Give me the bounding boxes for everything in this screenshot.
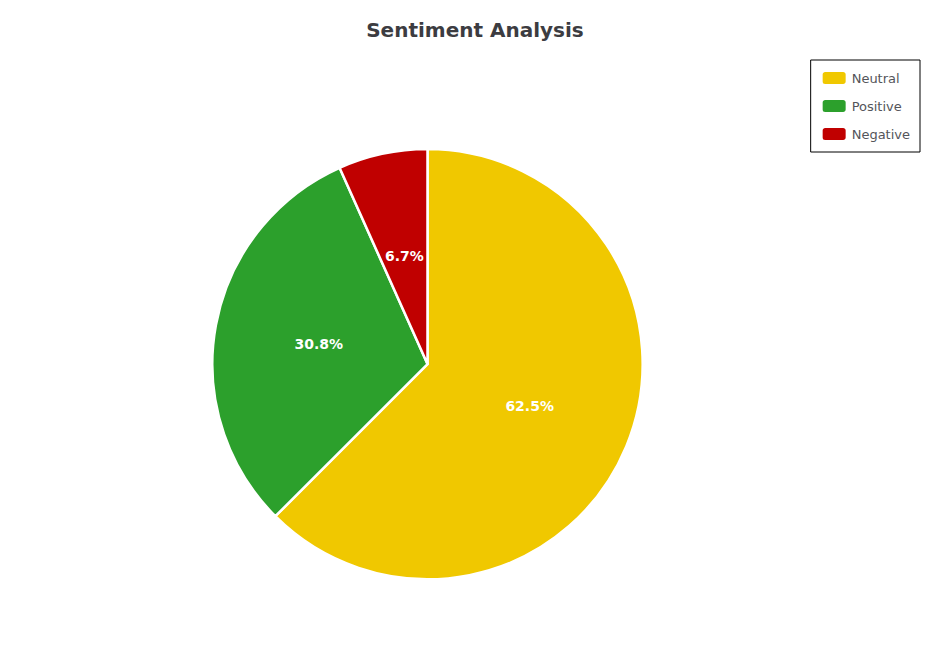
svg-text:Neutral: Neutral <box>852 71 900 86</box>
svg-text:Positive: Positive <box>852 99 902 114</box>
svg-text:Negative: Negative <box>852 127 910 142</box>
svg-text:6.7%: 6.7% <box>385 248 424 264</box>
svg-text:62.5%: 62.5% <box>505 398 554 414</box>
svg-text:Sentiment Analysis: Sentiment Analysis <box>366 18 584 42</box>
svg-text:30.8%: 30.8% <box>294 336 343 352</box>
